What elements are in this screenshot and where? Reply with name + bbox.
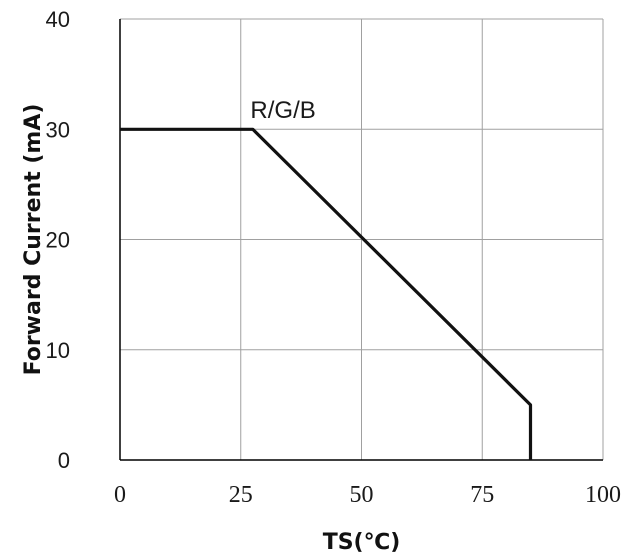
x-axis-label: TS(℃): [323, 530, 401, 555]
series-layer: [120, 127, 533, 460]
y-tick-label: 20: [46, 228, 70, 253]
series-line-0: [120, 127, 533, 460]
annotations: R/G/B: [250, 97, 315, 124]
x-tick-label: 100: [585, 482, 621, 508]
x-tick-label: 25: [229, 482, 253, 508]
y-axis-label: Forward Current (mA): [21, 104, 46, 376]
grid-lines: [120, 19, 603, 460]
x-tick-label: 75: [470, 482, 494, 508]
y-tick-label: 10: [46, 338, 70, 363]
x-tick-labels: 0 25 50 75 100: [114, 482, 621, 508]
plot-frame: [119, 18, 604, 461]
y-tick-label: 0: [58, 448, 70, 473]
y-tick-label: 30: [46, 117, 70, 142]
y-tick-label: 40: [46, 7, 70, 32]
y-tick-labels: 0 10 20 30 40: [46, 7, 70, 473]
annotation-label: R/G/B: [250, 97, 315, 124]
x-tick-label: 0: [114, 482, 126, 508]
x-tick-label: 50: [350, 482, 374, 508]
